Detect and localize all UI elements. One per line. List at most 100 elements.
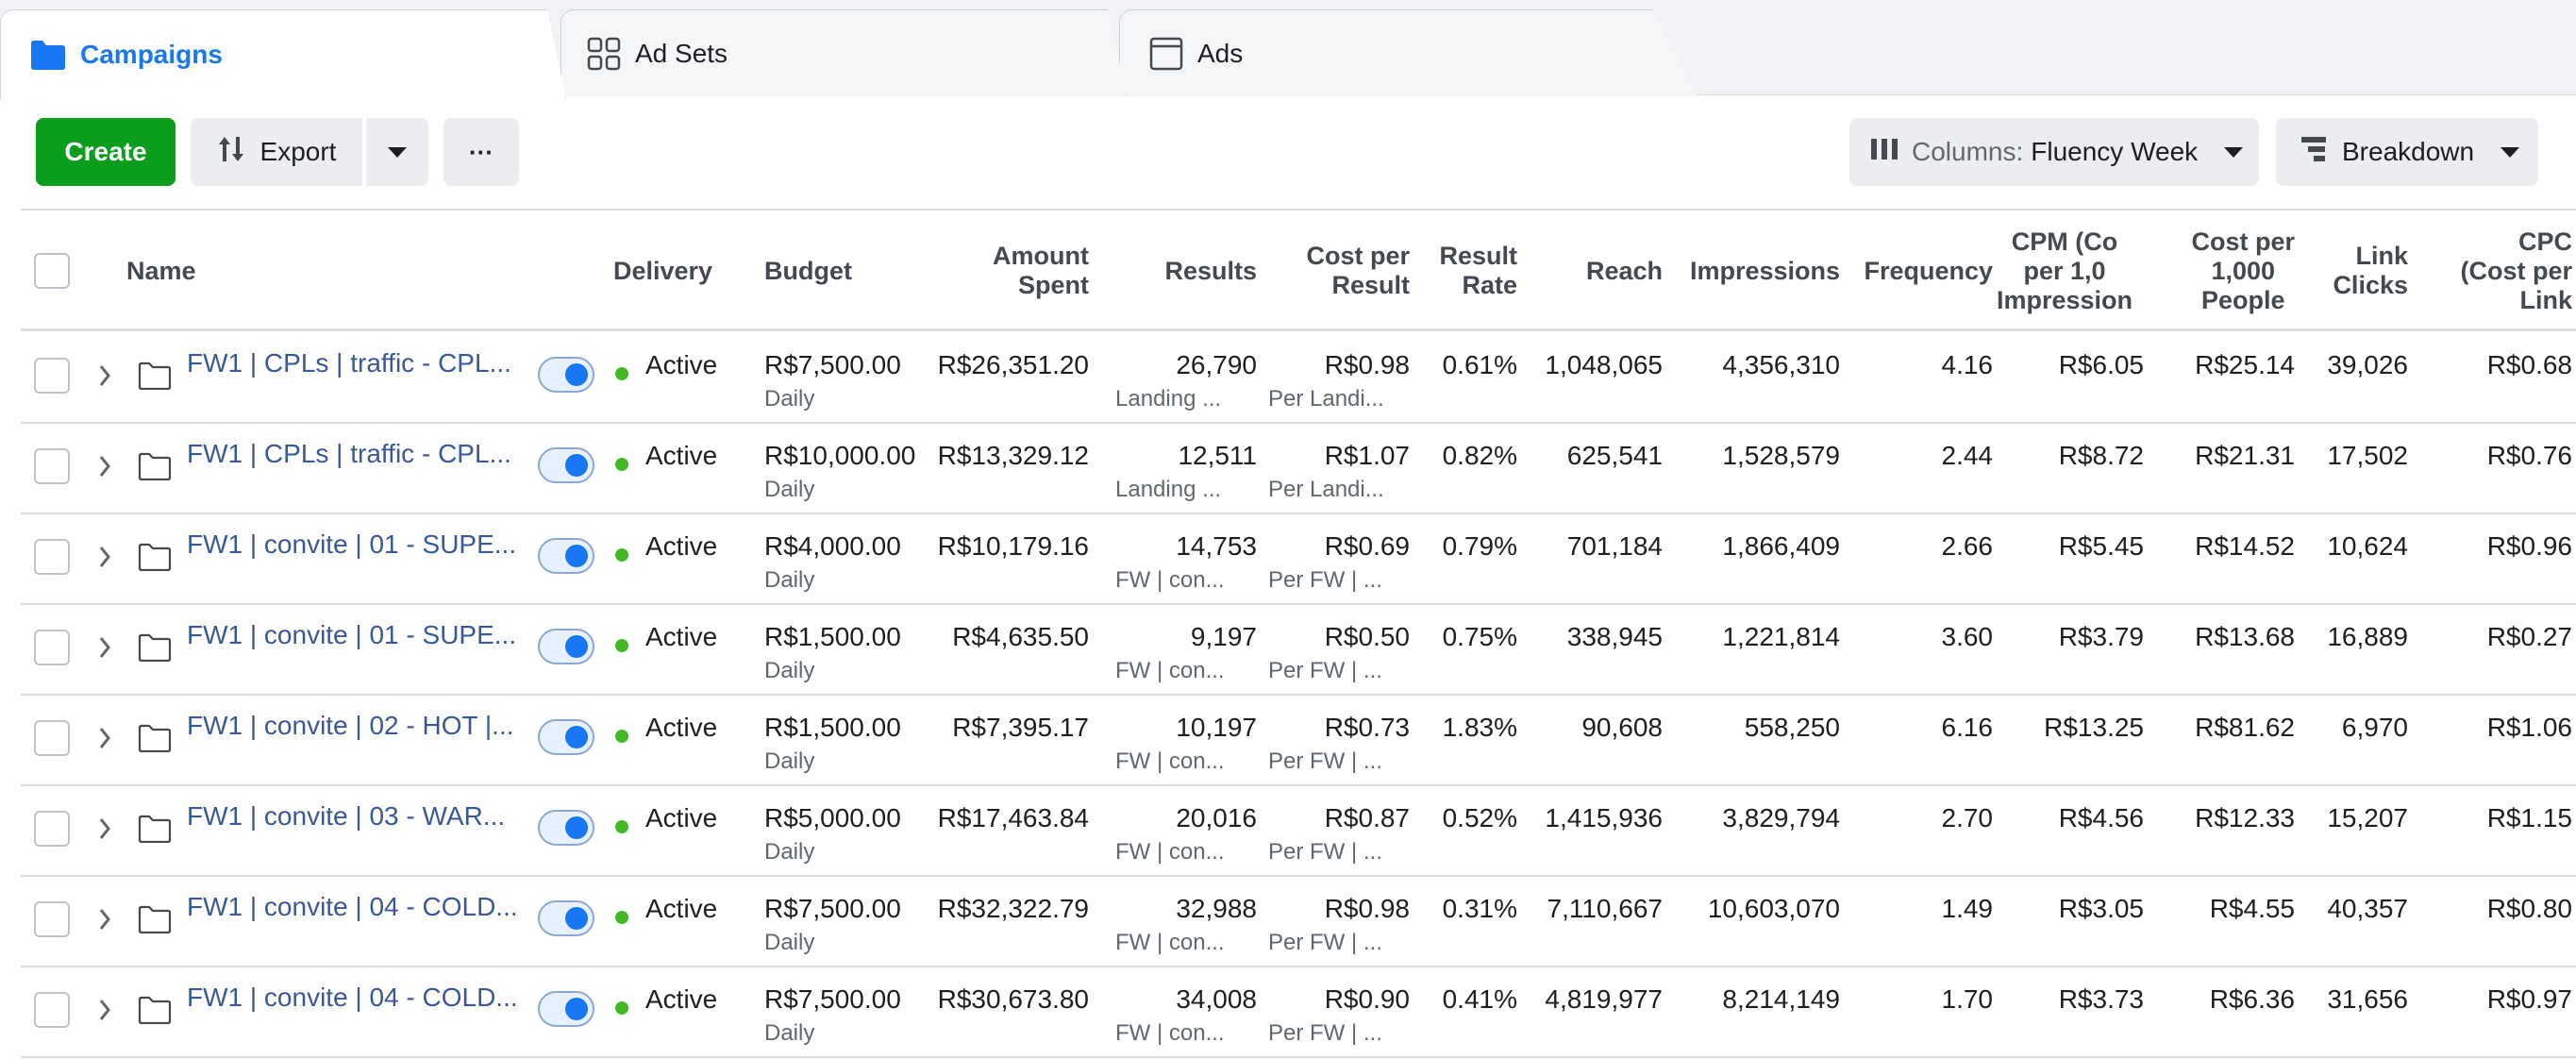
columns-button[interactable]: Columns: Fluency Week: [1849, 118, 2259, 186]
cell-link-clicks: 40,357: [2327, 894, 2408, 923]
export-dropdown-button[interactable]: [366, 118, 428, 186]
col-delivery-header[interactable]: Delivery: [613, 210, 745, 331]
table-row[interactable]: FW1 | convite | 04 - COLD... Active R$7,50…: [21, 877, 2576, 967]
cell-reach: 90,608: [1581, 713, 1663, 742]
row-checkbox[interactable]: [34, 720, 70, 756]
cell-budget: R$4,000.00: [764, 531, 901, 561]
cell-cost-per-1000-people: R$13.68: [2195, 622, 2295, 651]
cost-per-result-indicator: Per FW | ...: [1268, 1020, 1382, 1046]
campaign-toggle[interactable]: [538, 447, 594, 483]
col-cpm-header[interactable]: CPM (Co per 1,0 Impression: [1993, 210, 2134, 331]
cell-reach: 7,110,667: [1547, 894, 1664, 923]
chevron-right-icon[interactable]: [96, 905, 113, 938]
cell-result-rate: 0.41%: [1442, 984, 1517, 1014]
row-checkbox[interactable]: [34, 811, 70, 847]
campaign-name-link[interactable]: FW1 | convite | 04 - COLD...: [187, 892, 518, 921]
campaign-toggle[interactable]: [538, 629, 594, 664]
campaign-name-link[interactable]: FW1 | convite | 03 - WAR...: [187, 801, 506, 831]
cell-delivery: Active: [645, 984, 718, 1014]
table-row[interactable]: FW1 | convite | 02 - HOT |... Active R$1,5…: [21, 696, 2576, 786]
chevron-right-icon[interactable]: [96, 815, 113, 848]
tab-ads[interactable]: Ads: [1119, 9, 1698, 96]
chevron-right-icon[interactable]: [96, 543, 113, 576]
cell-amount-spent: R$32,322.79: [937, 894, 1089, 923]
table-row[interactable]: FW1 | CPLs | traffic - CPL... Active R$7,5…: [21, 333, 2576, 424]
col-amount-spent-label: Amount Spent: [993, 242, 1089, 299]
cell-cpc: R$0.76: [2486, 441, 2572, 470]
cell-amount-spent: R$26,351.20: [937, 350, 1089, 379]
cost-per-result-indicator: Per FW | ...: [1268, 567, 1382, 593]
row-checkbox[interactable]: [34, 630, 70, 665]
campaign-name-link[interactable]: FW1 | convite | 01 - SUPE...: [187, 530, 517, 559]
cell-budget: R$7,500.00: [764, 350, 901, 379]
breakdown-label: Breakdown: [2342, 137, 2475, 166]
campaign-name-link[interactable]: FW1 | CPLs | traffic - CPL...: [187, 348, 511, 378]
chevron-right-icon[interactable]: [96, 996, 113, 1029]
create-button[interactable]: Create: [36, 118, 176, 186]
table-row[interactable]: FW1 | convite | 04 - COLD... Active R$7,50…: [21, 967, 2576, 1058]
col-impressions-header[interactable]: Impressions: [1672, 210, 1840, 331]
cell-amount-spent: R$17,463.84: [937, 803, 1089, 832]
cell-cost-per-result: R$0.87: [1324, 803, 1410, 832]
cell-cpm: R$3.73: [2058, 984, 2144, 1014]
table-row[interactable]: FW1 | convite | 01 - SUPE... Active R$4,00…: [21, 514, 2576, 605]
row-checkbox[interactable]: [34, 448, 70, 484]
campaign-toggle[interactable]: [538, 991, 594, 1027]
chevron-down-icon: [2501, 146, 2520, 158]
columns-prefix: Columns:: [1912, 137, 2024, 166]
campaign-toggle[interactable]: [538, 719, 594, 755]
table-row[interactable]: FW1 | convite | 01 - SUPE... Active R$1,50…: [21, 605, 2576, 696]
results-indicator: Landing ...: [1115, 477, 1222, 502]
col-cost-per-result-header[interactable]: Cost per Result: [1266, 210, 1410, 331]
chevron-right-icon[interactable]: [96, 361, 113, 395]
col-impressions-label: Impressions: [1689, 256, 1840, 285]
campaign-name-link[interactable]: FW1 | convite | 02 - HOT |...: [187, 711, 514, 740]
results-indicator: FW | con...: [1115, 748, 1225, 774]
cell-budget: R$5,000.00: [764, 803, 901, 832]
budget-type: Daily: [764, 1020, 815, 1046]
cell-cost-per-result: R$0.98: [1324, 350, 1410, 379]
more-options-button[interactable]: ···: [443, 118, 519, 186]
campaign-name-link[interactable]: FW1 | CPLs | traffic - CPL...: [187, 439, 511, 468]
table-row[interactable]: FW1 | CPLs | traffic - CPL... Active R$10,…: [21, 424, 2576, 514]
campaign-toggle[interactable]: [538, 357, 594, 393]
chevron-right-icon[interactable]: [96, 452, 113, 485]
col-name-label: Name: [126, 256, 196, 285]
export-button[interactable]: Export: [191, 118, 362, 186]
campaign-toggle[interactable]: [538, 810, 594, 846]
campaign-name-link[interactable]: FW1 | convite | 04 - COLD...: [187, 983, 518, 1012]
cell-result-rate: 0.31%: [1442, 894, 1517, 923]
campaign-toggle[interactable]: [538, 538, 594, 574]
folder-outline-icon: [138, 724, 172, 757]
col-name-header[interactable]: Name: [126, 210, 485, 331]
cell-results: 10,197: [1176, 713, 1257, 742]
col-frequency-header[interactable]: Frequency: [1848, 210, 1993, 331]
tab-campaigns[interactable]: Campaigns: [0, 9, 566, 99]
campaign-name-link[interactable]: FW1 | convite | 01 - SUPE...: [187, 620, 517, 649]
col-budget-header[interactable]: Budget: [764, 210, 896, 331]
row-checkbox[interactable]: [34, 358, 70, 394]
col-reach-header[interactable]: Reach: [1525, 210, 1663, 331]
tab-ad-sets[interactable]: Ad Sets: [560, 9, 1127, 96]
results-indicator: Landing ...: [1115, 386, 1222, 412]
col-results-header[interactable]: Results: [1106, 210, 1257, 331]
row-checkbox[interactable]: [34, 901, 70, 937]
row-checkbox[interactable]: [34, 992, 70, 1028]
cell-link-clicks: 16,889: [2327, 622, 2408, 651]
col-cost-per-1000-header[interactable]: Cost per 1,000 People: [2144, 210, 2295, 331]
cell-impressions: 1,528,579: [1722, 441, 1840, 470]
chevron-right-icon[interactable]: [96, 724, 113, 757]
row-checkbox[interactable]: [34, 539, 70, 575]
select-all-checkbox[interactable]: [34, 253, 70, 289]
col-delivery-label: Delivery: [613, 256, 713, 285]
cell-reach: 1,415,936: [1545, 803, 1663, 832]
chevron-right-icon[interactable]: [96, 633, 113, 666]
col-amount-spent-header[interactable]: Amount Spent: [925, 210, 1089, 331]
export-button-label: Export: [259, 137, 337, 166]
col-cpc-header[interactable]: CPC (Cost per Link: [2417, 210, 2572, 331]
breakdown-button[interactable]: Breakdown: [2276, 118, 2538, 186]
col-result-rate-header[interactable]: Result Rate: [1417, 210, 1517, 331]
col-link-clicks-header[interactable]: Link Clicks: [2304, 210, 2408, 331]
campaign-toggle[interactable]: [538, 900, 594, 936]
table-row[interactable]: FW1 | convite | 03 - WAR... Active R$5,000…: [21, 786, 2576, 877]
